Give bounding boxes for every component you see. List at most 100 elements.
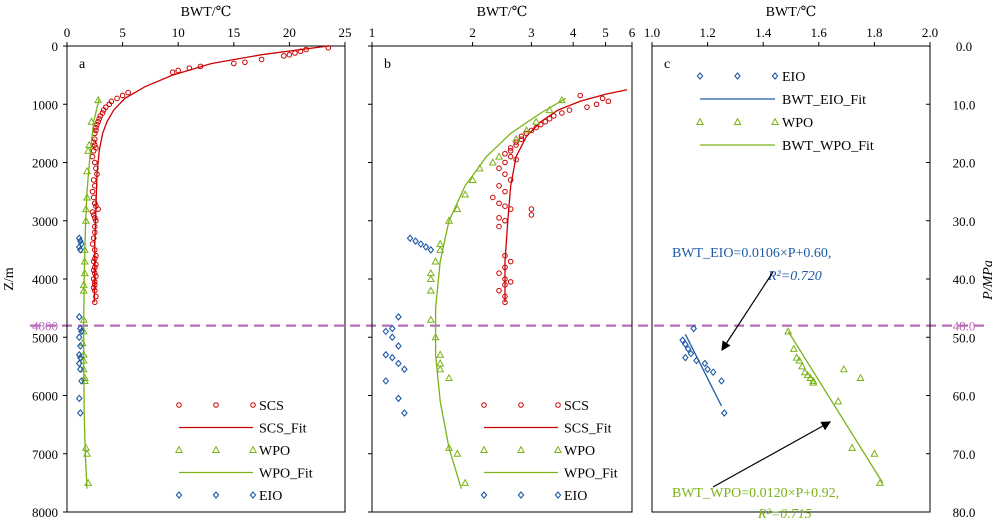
data-point bbox=[395, 359, 402, 368]
data-point bbox=[89, 209, 96, 215]
y-tick-label-right: 50.0 bbox=[953, 330, 976, 345]
data-point bbox=[426, 286, 435, 294]
data-point bbox=[78, 327, 85, 336]
data-point bbox=[806, 373, 815, 382]
legend-marker bbox=[554, 491, 562, 499]
legend-label: EIO bbox=[259, 489, 282, 504]
x-tick-label: 1.0 bbox=[644, 25, 660, 40]
legend-marker bbox=[248, 445, 258, 453]
legend-marker bbox=[174, 445, 184, 453]
y-tick-label: 1000 bbox=[32, 97, 58, 112]
data-point bbox=[784, 327, 793, 335]
data-point bbox=[488, 158, 497, 166]
data-point bbox=[406, 234, 414, 243]
data-point bbox=[507, 145, 514, 151]
data-point bbox=[593, 101, 600, 108]
legend: EIO BWT_EIO_Fit WPO BWT_WPO_Fit bbox=[695, 70, 874, 154]
data-point bbox=[599, 95, 606, 102]
data-point bbox=[75, 313, 83, 321]
data-point bbox=[809, 378, 818, 386]
panel-letter: a bbox=[79, 57, 86, 72]
x-tick-label: 1.2 bbox=[699, 25, 715, 40]
legend-label: BWT_EIO_Fit bbox=[782, 93, 866, 108]
data-point bbox=[494, 152, 504, 160]
data-point bbox=[95, 118, 101, 125]
y-tick-label-right: 60.0 bbox=[953, 389, 976, 404]
data-point bbox=[502, 217, 508, 224]
fit-line bbox=[434, 97, 567, 489]
legend-label: WPO_Fit bbox=[564, 467, 618, 482]
x-tick-label: 3 bbox=[528, 25, 535, 40]
y-tick-label: 6000 bbox=[32, 389, 58, 404]
data-point bbox=[89, 153, 96, 160]
series-eio bbox=[679, 324, 728, 417]
legend-marker bbox=[249, 491, 257, 499]
legend-marker bbox=[516, 445, 526, 453]
panel-c: BWT/℃ 1.0 1.2 1.4 1.6 1.8 2.0 0.0 10.0 20.0 30.0 40… bbox=[644, 5, 996, 522]
data-point bbox=[382, 327, 390, 336]
panel-letter: b bbox=[384, 57, 391, 72]
legend-marker bbox=[213, 402, 219, 408]
data-point bbox=[502, 203, 508, 209]
x-tick-label: 1.6 bbox=[811, 25, 828, 40]
data-point bbox=[533, 124, 539, 131]
x-axis-label: BWT/℃ bbox=[766, 5, 817, 20]
y-tick-label-right: 70.0 bbox=[953, 447, 976, 462]
data-point bbox=[496, 287, 502, 294]
data-point bbox=[292, 50, 298, 56]
x-axis-label: BWT/℃ bbox=[477, 5, 528, 20]
data-point bbox=[75, 394, 83, 403]
data-point bbox=[577, 92, 584, 99]
data-point bbox=[809, 376, 818, 384]
legend-marker bbox=[734, 72, 741, 80]
data-point bbox=[512, 134, 521, 143]
data-point bbox=[92, 159, 98, 166]
data-point bbox=[281, 53, 287, 59]
legend-marker bbox=[250, 402, 256, 408]
data-point bbox=[87, 117, 96, 125]
data-point bbox=[431, 257, 440, 265]
data-point bbox=[96, 116, 103, 122]
data-point bbox=[77, 324, 84, 333]
data-point bbox=[684, 345, 692, 353]
legend-marker bbox=[553, 445, 563, 453]
data-point bbox=[528, 212, 535, 218]
data-point bbox=[93, 127, 99, 134]
data-point bbox=[77, 237, 84, 245]
data-point bbox=[682, 353, 689, 362]
data-point bbox=[709, 368, 717, 377]
legend-marker bbox=[695, 117, 705, 125]
data-point bbox=[532, 117, 541, 125]
data-point bbox=[242, 59, 248, 66]
legend-label: EIO bbox=[782, 70, 805, 85]
data-point bbox=[125, 89, 131, 96]
data-point bbox=[803, 370, 812, 379]
x-tick-label: 5 bbox=[602, 25, 609, 40]
data-point bbox=[90, 284, 97, 291]
panel-b: BWT/℃ 1 2 3 4 5 6 b SCS SCS_Fit WPO WPO_Fit EIO bbox=[368, 5, 636, 513]
data-point bbox=[297, 48, 304, 55]
data-point bbox=[426, 315, 435, 323]
legend-marker bbox=[176, 402, 182, 408]
data-point bbox=[839, 364, 848, 373]
series-wpo-fit bbox=[434, 97, 567, 489]
series-scs bbox=[490, 92, 612, 306]
series-eio bbox=[75, 234, 85, 417]
legend-marker bbox=[479, 445, 489, 453]
fit-line bbox=[504, 89, 628, 303]
legend-marker bbox=[771, 72, 779, 80]
data-point bbox=[388, 353, 396, 362]
data-point bbox=[518, 136, 525, 142]
data-point bbox=[718, 377, 725, 385]
data-point bbox=[395, 394, 402, 403]
fit-line bbox=[93, 45, 329, 303]
data-point bbox=[395, 342, 402, 350]
data-point bbox=[690, 324, 698, 333]
x-tick-label: 20 bbox=[283, 25, 296, 40]
data-point bbox=[395, 313, 402, 321]
series-bwt-wpo-fit bbox=[787, 331, 884, 484]
data-point bbox=[704, 365, 711, 374]
plot-frame bbox=[66, 45, 346, 513]
fit-line bbox=[83, 98, 100, 489]
